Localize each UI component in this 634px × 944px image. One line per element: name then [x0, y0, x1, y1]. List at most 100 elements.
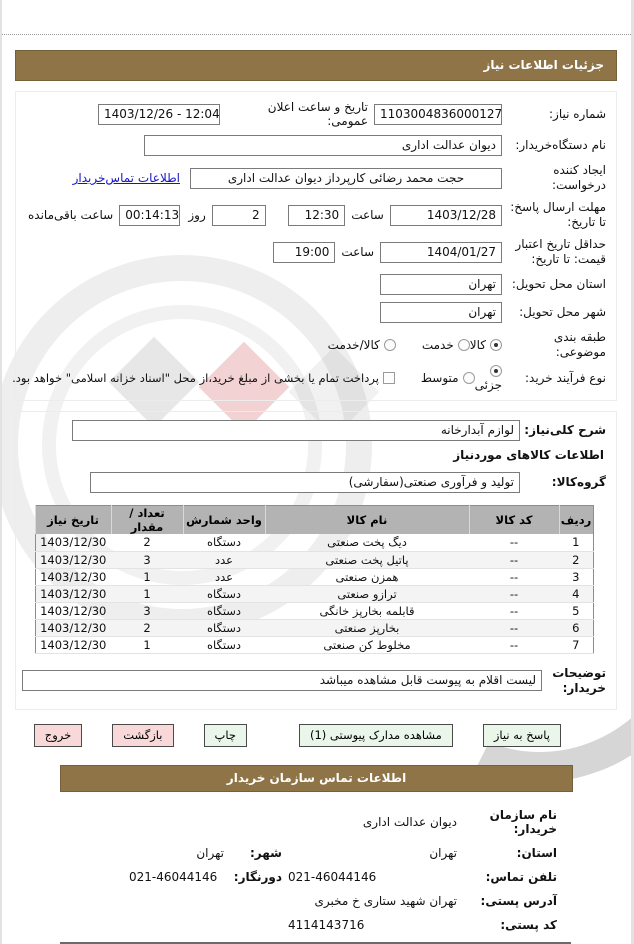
reply-deadline-time-field[interactable]: 12:30	[287, 204, 346, 226]
radio-goods-service-icon[interactable]	[383, 339, 396, 351]
items-table-cell: 1403/12/30	[35, 619, 111, 637]
view-attachments-button[interactable]: مشاهده مدارک پیوستی (1)	[298, 723, 453, 747]
org-phone-label: تلفن تماس:	[485, 869, 557, 884]
buyer-contact-link[interactable]: اطلاعات تماس‌خریدار	[72, 171, 180, 185]
need-description-field[interactable]: لوازم آبدارخانه	[72, 420, 520, 441]
items-table-cell: --	[469, 551, 559, 569]
org-name-value: دیوان عدالت اداری	[362, 814, 457, 829]
radio-goods-icon[interactable]	[490, 339, 502, 351]
need-items-panel: شرح کلی‌نیاز: لوازم آبدارخانه اطلاعات کا…	[15, 411, 617, 710]
radio-medium-label: متوسط	[420, 371, 459, 385]
items-table-cell: قابلمه بخارپز خانگی	[265, 602, 469, 620]
radio-goods-label: کالا	[469, 338, 486, 352]
items-table-header-cell: نام کالا	[264, 505, 469, 534]
radio-minor[interactable]: جزئی	[475, 364, 502, 392]
deadline-hour-label: ساعت	[351, 208, 384, 222]
items-table-cell: 4	[559, 585, 593, 603]
items-info-heading: اطلاعات کالاهای موردنیاز	[453, 448, 604, 462]
section-divider	[60, 941, 571, 944]
reply-deadline-date-field[interactable]: 1403/12/28	[389, 204, 502, 226]
remaining-time-label: ساعت باقی‌مانده	[27, 208, 114, 222]
items-table-row: 1 -- دیگ پخت صنعتی دستگاه 2 1403/12/30	[35, 534, 593, 552]
announce-datetime-label: تاریخ و ساعت اعلان عمومی:	[267, 100, 368, 128]
items-table-cell: --	[469, 585, 559, 603]
delivery-province-field[interactable]: تهران	[380, 274, 502, 295]
buyer-note-field[interactable]: لیست اقلام به پیوست قابل مشاهده میباشد	[22, 670, 542, 691]
items-table-row: 5 -- قابلمه بخارپز خانگی دستگاه 3 1403/12/30	[35, 602, 593, 620]
items-table-cell: 1	[111, 636, 183, 654]
items-table-row: 4 -- ترازو صنعتی دستگاه 1 1403/12/30	[35, 585, 593, 603]
need-number-label: شماره نیاز:	[549, 106, 606, 121]
org-phone-value: 021-46044146	[288, 869, 377, 884]
items-table-cell: دستگاه	[183, 636, 265, 654]
items-table-cell: عدد	[183, 551, 265, 569]
items-table-cell: 1	[111, 568, 183, 586]
org-fax-value: 021-46044146	[129, 869, 218, 884]
radio-goods[interactable]: کالا	[470, 338, 502, 352]
items-table-row: 7 -- مخلوط کن صنعتی دستگاه 1 1403/12/30	[35, 636, 593, 654]
need-details-panel: شماره نیاز: 1103004836000127 تاریخ و ساع…	[12, 91, 617, 401]
items-table-cell: 1403/12/30	[35, 568, 111, 586]
org-city-label: شهر:	[250, 845, 282, 860]
items-table-cell: دیگ پخت صنعتی	[265, 534, 469, 552]
org-fax-label: دورنگار:	[233, 869, 282, 884]
treasury-note-label: پرداخت تمام یا بخشی از مبلغ خرید،از محل …	[12, 371, 379, 385]
announce-datetime-field[interactable]: 1403/12/26 - 12:04	[98, 103, 220, 125]
radio-medium-icon[interactable]	[462, 372, 475, 384]
goods-group-field[interactable]: تولید و فرآوری صنعتی(سفارشی)	[90, 472, 520, 493]
items-table-cell: دستگاه	[183, 602, 265, 620]
radio-service-label: خدمت	[421, 338, 454, 352]
reply-to-need-button[interactable]: پاسخ به نیاز	[482, 723, 561, 747]
exit-button[interactable]: خروج	[33, 723, 83, 747]
items-table-cell: 1	[559, 534, 593, 552]
radio-service-icon[interactable]	[457, 339, 470, 351]
subject-category-label: طبقه بندی موضوعی:	[553, 330, 606, 359]
items-table-cell: دستگاه	[183, 619, 265, 637]
goods-group-label: گروه‌کالا:	[551, 475, 606, 489]
validity-hour-label: ساعت	[341, 245, 374, 259]
remaining-time-field: 00:14:13	[119, 204, 181, 226]
treasury-option[interactable]: پرداخت تمام یا بخشی از مبلغ خرید،از محل …	[12, 371, 395, 385]
items-table-header-cell: کد کالا	[468, 505, 559, 534]
action-buttons-row: پاسخ به نیاز مشاهده مدارک پیوستی (1) چاپ…	[2, 723, 561, 747]
price-validity-date-field[interactable]: 1404/01/27	[380, 241, 502, 263]
items-table-cell: 2	[559, 551, 593, 569]
delivery-city-label: شهر محل تحویل:	[519, 305, 606, 319]
treasury-checkbox-icon[interactable]	[382, 372, 395, 384]
back-button[interactable]: بازگشت	[112, 723, 174, 747]
radio-goods-service[interactable]: کالا/خدمت	[328, 338, 396, 352]
request-creator-field[interactable]: حجت محمد رضائی کارپرداز دیوان عدالت ادار…	[190, 167, 502, 189]
items-table-cell: عدد	[183, 568, 265, 586]
org-province-label: استان:	[516, 845, 557, 860]
items-table-cell: 1	[111, 585, 183, 603]
radio-medium[interactable]: متوسط	[421, 371, 475, 385]
radio-minor-label: جزئی	[474, 378, 502, 392]
print-button[interactable]: چاپ	[203, 723, 247, 747]
postal-code-row: کد پستی: 4114143716	[2, 918, 557, 932]
top-dotted-divider	[2, 0, 631, 35]
price-validity-time-field[interactable]: 19:00	[273, 241, 336, 263]
buyer-org-label: نام دستگاه‌خریدار:	[515, 138, 606, 152]
items-table-cell: بخارپز صنعتی	[265, 619, 469, 637]
need-description-label: شرح کلی‌نیاز:	[524, 423, 606, 437]
items-table-body: 1 -- دیگ پخت صنعتی دستگاه 2 1403/12/30 2 -- پاتی…	[35, 534, 593, 654]
delivery-city-field[interactable]: تهران	[380, 302, 502, 323]
need-number-field[interactable]: 1103004836000127	[374, 103, 502, 125]
items-table-cell: مخلوط کن صنعتی	[265, 636, 469, 654]
items-table-cell: 1403/12/30	[35, 636, 111, 654]
items-table-cell: 7	[559, 636, 593, 654]
items-table-header-cell: ردیف	[558, 505, 593, 534]
days-field[interactable]: 2	[211, 204, 266, 226]
items-table-cell: 2	[111, 534, 183, 552]
org-name-label: نام سازمان خریدار:	[489, 807, 557, 836]
radio-service[interactable]: خدمت	[422, 338, 470, 352]
items-table-cell: 1403/12/30	[35, 551, 111, 569]
org-province-value: تهران	[429, 845, 457, 860]
radio-minor-icon[interactable]	[490, 365, 502, 377]
items-table-header-cell: تعداد / مقدار	[110, 505, 183, 534]
org-name-row: نام سازمان خریدار: دیوان عدالت اداری	[2, 808, 557, 836]
items-table-row: 6 -- بخارپز صنعتی دستگاه 2 1403/12/30	[35, 619, 593, 637]
buyer-org-field[interactable]: دیوان عدالت اداری	[144, 135, 502, 156]
items-table-header-row: ردیف کد کالا نام کالا واحد شمارش تعداد / مقد…	[34, 505, 593, 534]
